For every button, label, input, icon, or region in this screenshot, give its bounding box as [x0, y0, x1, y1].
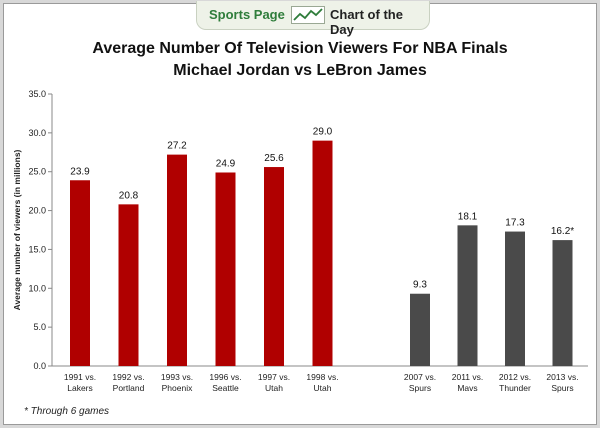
y-tick-label: 5.0: [33, 322, 46, 332]
y-tick-label: 30.0: [28, 128, 46, 138]
bar: [552, 240, 573, 366]
category-label-line1: 1997 vs.: [258, 372, 290, 382]
y-tick-label: 35.0: [28, 89, 46, 99]
footnote: * Through 6 games: [24, 406, 110, 417]
category-label-line1: 2012 vs.: [499, 372, 531, 382]
data-label: 9.3: [413, 280, 427, 291]
data-label: 23.9: [70, 166, 90, 177]
category-label-line2: Phoenix: [162, 383, 193, 393]
y-tick-label: 0.0: [33, 361, 46, 371]
y-tick-label: 20.0: [28, 206, 46, 216]
bar: [410, 293, 430, 366]
bar: [312, 140, 333, 366]
bar: [70, 180, 90, 366]
header-chart-of-the-day: Chart of the Day: [330, 7, 403, 37]
data-label: 18.1: [458, 211, 478, 222]
category-label-line2: Mavs: [457, 383, 477, 393]
y-tick-label: 25.0: [28, 167, 46, 177]
category-label-line1: 1998 vs.: [306, 372, 338, 382]
data-label: 20.8: [119, 190, 139, 201]
bar: [505, 231, 525, 366]
data-label: 29.0: [313, 127, 333, 138]
category-label-line1: 1992 vs.: [112, 372, 144, 382]
bar: [215, 172, 236, 366]
data-label: 24.9: [216, 158, 236, 169]
category-label-line1: 1991 vs.: [64, 372, 96, 382]
category-label-line2: Utah: [265, 383, 283, 393]
data-label: 27.2: [167, 141, 187, 152]
category-label-line1: 2011 vs.: [452, 372, 484, 382]
category-label-line1: 1996 vs.: [209, 372, 241, 382]
category-label-line2: Lakers: [67, 383, 93, 393]
y-tick-label: 10.0: [28, 283, 46, 293]
bar: [264, 167, 284, 366]
y-axis-label: Average number of viewers (in millions): [12, 149, 22, 310]
category-label-line1: 1993 vs.: [161, 372, 193, 382]
chart-frame: [3, 3, 597, 425]
trend-line-icon: [291, 6, 325, 24]
category-label-line2: Seattle: [212, 383, 239, 393]
data-label: 16.2*: [551, 226, 574, 237]
category-label-line2: Thunder: [499, 383, 531, 393]
bar: [118, 204, 139, 366]
bar: [167, 154, 187, 366]
category-label-line2: Portland: [113, 383, 145, 393]
category-label-line1: 2007 vs.: [404, 372, 436, 382]
category-label-line1: 2013 vs.: [546, 372, 578, 382]
header-sports-page: Sports Page: [209, 7, 285, 22]
data-label: 17.3: [505, 218, 525, 229]
y-tick-label: 15.0: [28, 244, 46, 254]
chart-header: Sports Page Chart of the Day: [196, 1, 430, 37]
category-label-line2: Spurs: [551, 383, 573, 393]
bar: [457, 225, 478, 366]
category-label-line2: Utah: [314, 383, 332, 393]
category-label-line2: Spurs: [409, 383, 431, 393]
chart-title: Average Number Of Television Viewers For…: [92, 40, 508, 57]
data-label: 25.6: [264, 153, 284, 164]
chart-subtitle: Michael Jordan vs LeBron James: [173, 62, 427, 79]
